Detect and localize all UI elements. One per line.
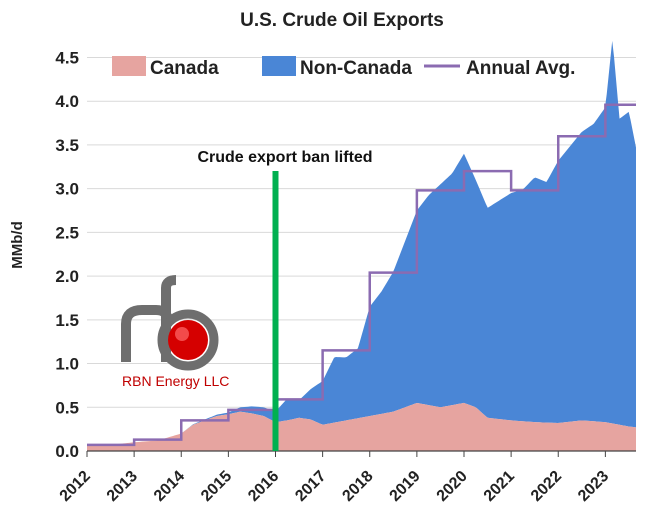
x-tick-label: 2016 xyxy=(245,468,282,505)
y-tick-label: 0.5 xyxy=(55,398,79,417)
y-tick-label: 2.5 xyxy=(55,223,79,242)
legend: Canada Non-Canada Annual Avg. xyxy=(112,56,575,79)
series-canada-area xyxy=(87,402,636,451)
annual-avg-line-layer xyxy=(87,103,636,447)
y-tick-label: 1.0 xyxy=(55,355,79,374)
y-tick-label: 4.5 xyxy=(55,48,79,67)
chart-title: U.S. Crude Oil Exports xyxy=(240,10,444,31)
legend-canada-label: Canada xyxy=(150,58,219,79)
y-tick-label: 2.0 xyxy=(55,267,79,286)
plot-areas xyxy=(87,40,636,451)
export-ban-annotation: Crude export ban lifted xyxy=(197,149,372,166)
x-tick-label: 2014 xyxy=(151,468,188,505)
x-tick-label: 2012 xyxy=(57,468,94,505)
logo-ring-icon xyxy=(157,309,219,371)
logo-pipe-right-icon xyxy=(161,275,177,362)
y-tick-label: 3.5 xyxy=(55,136,79,155)
x-tick-label: 2022 xyxy=(528,468,565,505)
legend-annual-avg-label: Annual Avg. xyxy=(466,58,575,79)
y-axis-label: MMb/d xyxy=(9,221,26,268)
x-tick-label: 2019 xyxy=(387,468,424,505)
logo-text: RBN Energy LLC xyxy=(122,373,229,389)
legend-canada-swatch xyxy=(112,56,146,76)
x-tick-label: 2017 xyxy=(292,468,329,505)
rbn-logo: RBN Energy LLC xyxy=(121,275,229,389)
logo-ball-highlight-icon xyxy=(175,327,189,341)
x-tick-label: 2020 xyxy=(434,468,471,505)
y-tick-label: 4.0 xyxy=(55,92,79,111)
legend-non-canada-swatch xyxy=(262,56,296,76)
legend-non-canada-label: Non-Canada xyxy=(300,58,412,79)
x-tick-label: 2013 xyxy=(104,468,141,505)
y-tick-label: 0.0 xyxy=(55,442,79,461)
logo-red-ball-icon xyxy=(168,320,208,360)
x-tick-label: 2018 xyxy=(339,468,376,505)
x-tick-label: 2021 xyxy=(481,468,518,505)
x-tick-label: 2015 xyxy=(198,468,235,505)
x-tick-label: 2023 xyxy=(575,468,612,505)
y-tick-label: 1.5 xyxy=(55,311,79,330)
series-annual-avg-line xyxy=(87,103,636,447)
y-tick-label: 3.0 xyxy=(55,180,79,199)
series-non-canada-area xyxy=(87,40,636,445)
